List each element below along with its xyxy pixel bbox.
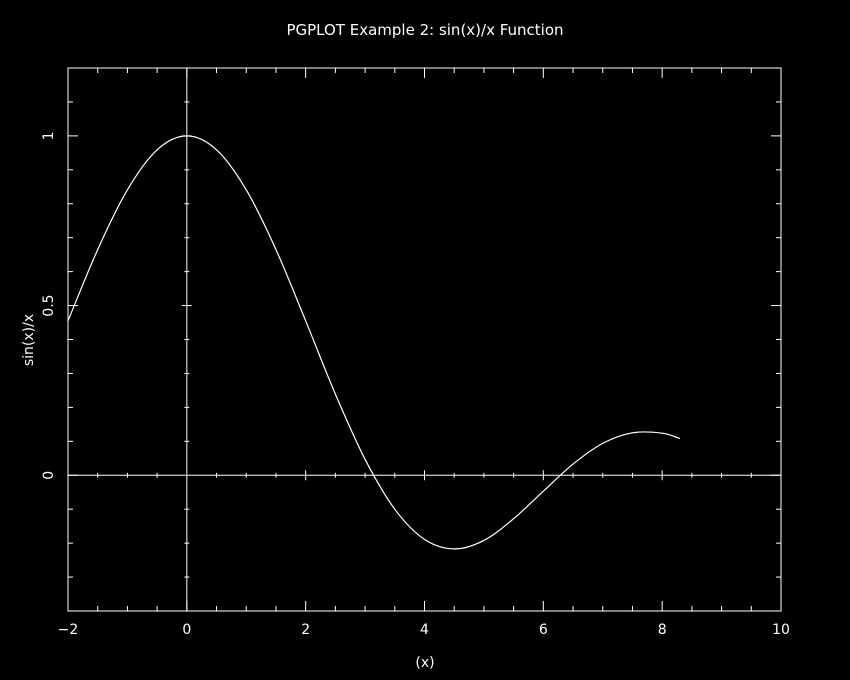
x-tick-label: 8 [658, 622, 667, 638]
x-axis-label: (x) [415, 655, 434, 671]
series-line [67, 135, 681, 550]
y-tick-label: 0 [41, 471, 57, 480]
y-tick-labels: 00.51 [41, 131, 57, 479]
x-tick-label: 0 [182, 622, 191, 638]
x-tick-label: 2 [301, 622, 310, 638]
y-tick-label: 1 [41, 131, 57, 140]
x-tick-label: 4 [420, 622, 429, 638]
x-tick-label: 10 [772, 622, 790, 638]
chart-title: PGPLOT Example 2: sin(x)/x Function [286, 21, 563, 39]
x-tick-label: −2 [58, 622, 79, 638]
x-tick-labels: −2 0 2 4 6 8 10 [58, 622, 790, 638]
y-axis-label: sin(x)/x [21, 314, 37, 366]
x-tick-label: 6 [539, 622, 548, 638]
y-tick-label: 0.5 [41, 294, 57, 316]
tick-marks [67, 67, 782, 612]
